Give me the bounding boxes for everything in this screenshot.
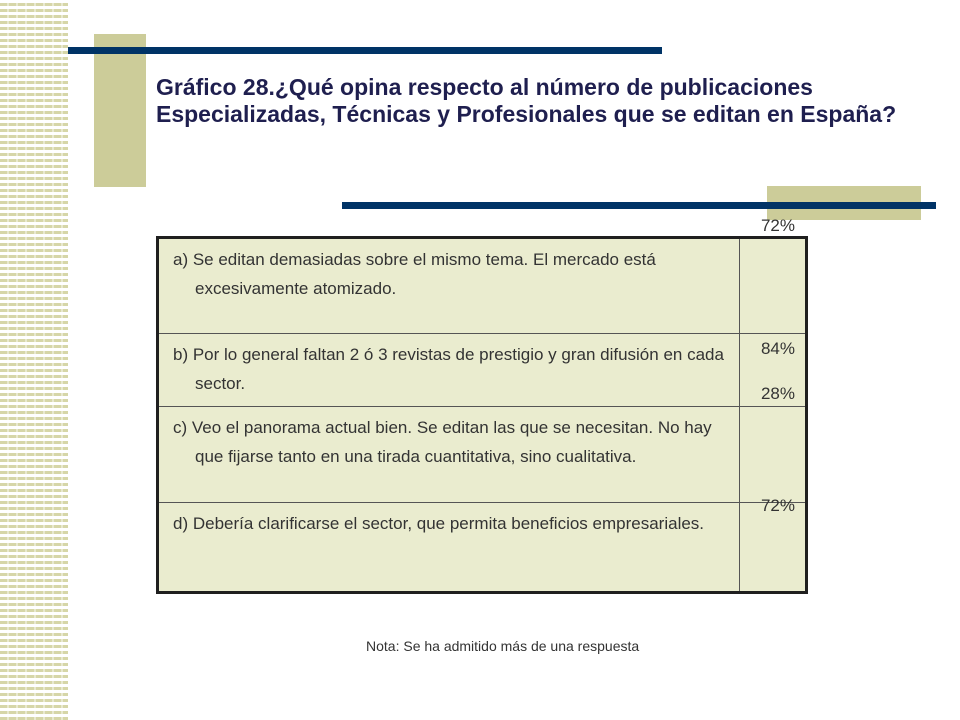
answer-text: c) Veo el panorama actual bien. Se edita…	[173, 418, 712, 466]
decorative-olive-block-top	[94, 34, 146, 187]
decorative-navy-bar-bottom	[342, 202, 936, 209]
answer-text: d) Debería clarificarse el sector, que p…	[173, 514, 705, 533]
answer-text-cell: b) Por lo general faltan 2 ó 3 revistas …	[157, 333, 740, 407]
table-row: d) Debería clarificarse el sector, que p…	[157, 496, 808, 593]
answer-text: b) Por lo general faltan 2 ó 3 revistas …	[173, 345, 724, 393]
answer-percentage-cell: 84%	[738, 333, 808, 407]
table-row: c) Veo el panorama actual bien. Se edita…	[157, 384, 808, 503]
answer-percentage: 28%	[760, 384, 795, 403]
answer-percentage-cell: 72%	[738, 216, 808, 334]
answers-table: a) Se editan demasiadas sobre el mismo t…	[156, 216, 808, 594]
answer-text: a) Se editan demasiadas sobre el mismo t…	[173, 250, 656, 298]
answer-percentage-cell: 28%	[738, 384, 808, 503]
table-row: b) Por lo general faltan 2 ó 3 revistas …	[157, 333, 808, 407]
answer-text-cell: a) Se editan demasiadas sobre el mismo t…	[157, 237, 740, 334]
answer-percentage: 84%	[760, 339, 795, 358]
decorative-striped-sidebar	[0, 0, 68, 720]
decorative-navy-bar-top	[68, 47, 662, 54]
answer-percentage-cell: 72%	[738, 496, 808, 593]
table-row: a) Se editan demasiadas sobre el mismo t…	[157, 216, 808, 334]
footnote: Nota: Se ha admitido más de una respuest…	[366, 638, 640, 654]
answer-percentage: 72%	[760, 216, 795, 235]
answer-text-cell: c) Veo el panorama actual bien. Se edita…	[157, 406, 740, 503]
answer-text-cell: d) Debería clarificarse el sector, que p…	[157, 502, 740, 593]
answer-percentage: 72%	[760, 496, 795, 515]
slide-title: Gráfico 28.¿Qué opina respecto al número…	[156, 74, 897, 127]
